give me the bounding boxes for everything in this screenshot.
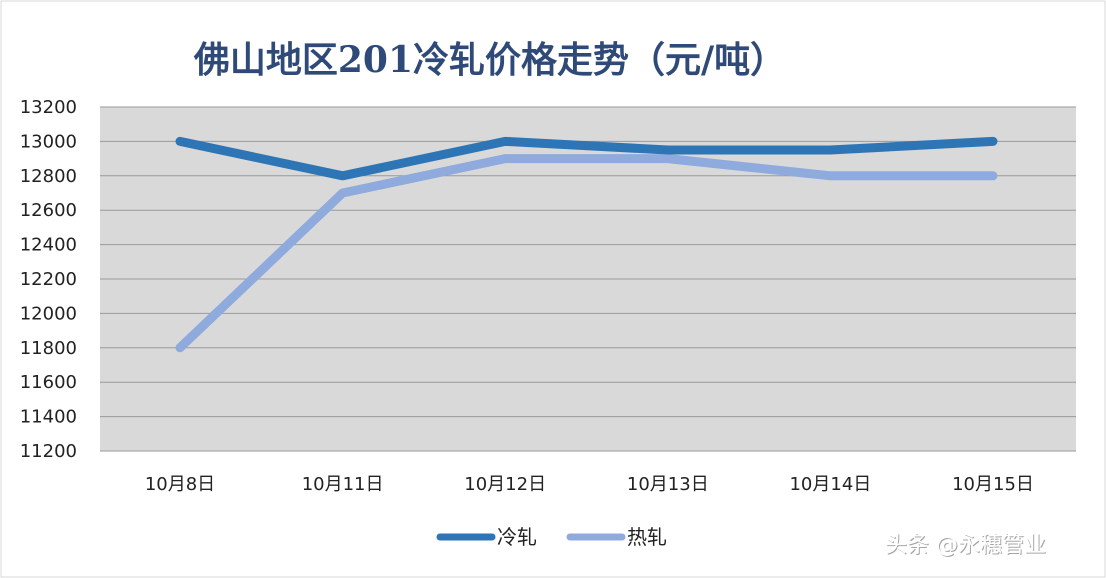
data-point	[504, 140, 507, 143]
y-tick-label: 12200	[20, 269, 77, 290]
y-tick-label: 11800	[20, 338, 77, 359]
x-tick-label: 10月13日	[627, 474, 709, 495]
y-tick-label: 11600	[20, 372, 77, 393]
x-tick-label: 10月11日	[302, 474, 384, 495]
data-point	[992, 140, 994, 143]
legend: 冷轧 热轧	[436, 525, 667, 549]
series-line-cold-rolled	[175, 136, 998, 181]
x-tick-label: 10月15日	[952, 474, 1034, 495]
y-tick-label: 12800	[20, 166, 77, 187]
data-point	[504, 157, 507, 160]
legend-label-hot-rolled: 热轧	[627, 525, 667, 549]
data-point	[992, 174, 994, 177]
data-point	[179, 346, 181, 349]
y-tick-label: 12600	[20, 200, 77, 221]
data-point	[829, 174, 832, 177]
x-tick-label: 10月14日	[789, 474, 871, 495]
x-tick-label: 10月12日	[464, 474, 546, 495]
data-point	[341, 192, 344, 194]
series-lines	[175, 136, 998, 353]
y-axis: 13200 13000 12800 12600 12400 12200 12000 11800…	[20, 97, 77, 462]
y-tick-label: 13000	[20, 131, 77, 152]
x-axis: 10月8日 10月11日 10月12日 10月13日 10月14日 10月15日	[145, 474, 1034, 495]
data-point	[341, 174, 344, 177]
data-point	[179, 140, 181, 143]
y-tick-label: 12400	[20, 235, 77, 256]
y-tick-label: 12000	[20, 303, 77, 324]
data-point	[666, 149, 669, 151]
data-point	[666, 157, 669, 160]
data-point	[829, 149, 832, 151]
x-tick-label: 10月8日	[145, 474, 215, 495]
watermark: 头条 @永穗管业 头条 @永穗管业	[885, 533, 1047, 559]
watermark-text: 头条 @永穗管业	[885, 533, 1046, 558]
legend-label-cold-rolled: 冷轧	[497, 525, 537, 549]
y-tick-label: 11200	[20, 441, 77, 462]
y-tick-label: 11400	[20, 407, 77, 428]
y-tick-label: 13200	[20, 97, 77, 118]
chart-title: 佛山地区201冷轧价格走势（元/吨）	[193, 39, 786, 81]
series-line-hot-rolled	[175, 154, 998, 353]
watermark-text-shadow: 头条 @永穗管业	[886, 534, 1047, 559]
